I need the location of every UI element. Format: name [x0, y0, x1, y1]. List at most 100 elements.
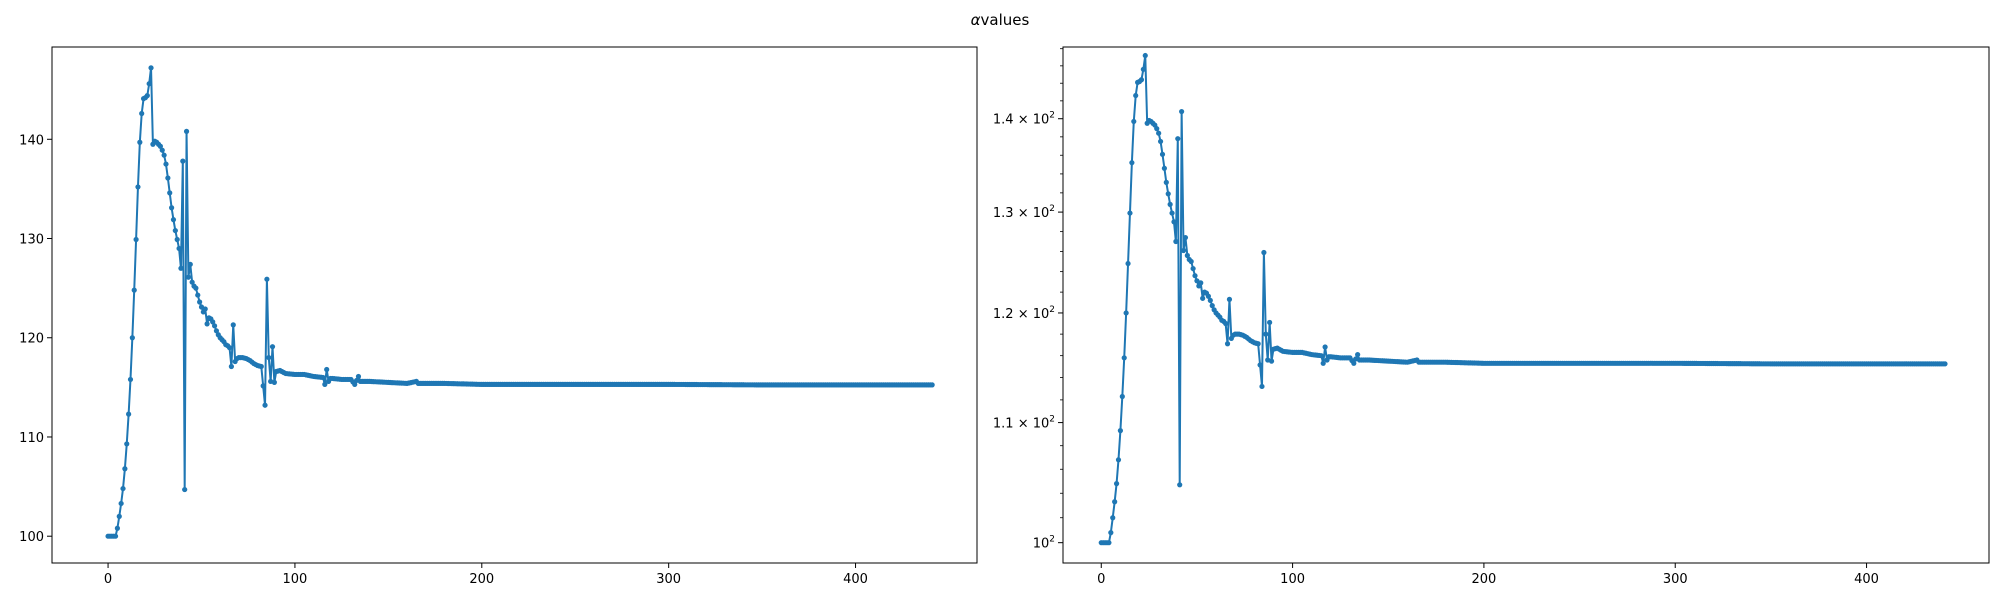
data-point — [195, 292, 201, 298]
data-point — [1129, 160, 1135, 166]
data-point — [170, 217, 177, 223]
data-point — [1133, 92, 1139, 99]
y-tick-label: 100 — [19, 530, 44, 545]
y-tick-label: 1.4 × 102 — [993, 111, 1055, 128]
data-point — [1351, 360, 1357, 366]
data-point — [165, 175, 171, 181]
data-point — [1942, 361, 1948, 367]
data-point — [258, 363, 264, 370]
data-point — [929, 382, 935, 388]
data-point — [1154, 126, 1160, 132]
x-tick-label: 200 — [1471, 572, 1496, 587]
data-point — [1165, 191, 1171, 197]
data-point — [1268, 358, 1275, 364]
data-point — [1179, 108, 1185, 115]
data-point — [161, 152, 167, 158]
data-point — [139, 110, 145, 117]
figure-title-symbol: α — [971, 11, 981, 29]
right-plot-log: 0 100 200 300 400 102 1.1 × 102 1.2 × 102 1.3 × … — [993, 46, 1990, 587]
data-point — [129, 335, 135, 341]
y-tick-label: 102 — [1033, 535, 1055, 552]
data-point — [1188, 258, 1194, 265]
data-point — [264, 276, 270, 282]
data-point — [1198, 280, 1204, 286]
data-point — [1127, 210, 1133, 216]
data-point — [1180, 247, 1187, 254]
x-tick-label: 200 — [469, 572, 494, 587]
data-point — [176, 245, 182, 252]
data-point — [1167, 201, 1173, 207]
data-point — [124, 441, 130, 447]
data-point — [1200, 295, 1206, 301]
data-point — [204, 321, 210, 327]
data-point — [355, 373, 362, 380]
data-point — [269, 344, 276, 350]
data-point — [1159, 151, 1166, 157]
series-markers — [1098, 52, 1948, 546]
data-point — [262, 402, 268, 408]
data-point — [1322, 344, 1328, 350]
data-point — [228, 363, 234, 370]
data-point — [1115, 457, 1122, 463]
series-line — [108, 66, 933, 538]
data-point — [183, 128, 190, 134]
data-point — [146, 81, 152, 87]
data-point — [1156, 130, 1162, 136]
data-point — [1140, 66, 1146, 72]
data-point — [1224, 341, 1231, 347]
y-tick-label: 120 — [19, 332, 44, 347]
data-point — [131, 287, 137, 293]
data-point — [127, 376, 134, 383]
data-point — [1125, 260, 1131, 267]
data-point — [1190, 265, 1196, 272]
data-point — [1119, 393, 1125, 400]
data-point — [1355, 351, 1361, 358]
x-tick-label: 300 — [1663, 572, 1688, 587]
data-point — [1263, 331, 1269, 337]
data-point — [189, 279, 195, 285]
data-point — [322, 381, 328, 387]
data-point — [1163, 179, 1169, 185]
data-point — [157, 143, 163, 149]
data-point — [226, 345, 233, 351]
data-point — [1171, 219, 1177, 225]
data-point — [1175, 136, 1181, 142]
data-point — [1113, 481, 1120, 487]
y-tick-label: 1.3 × 102 — [993, 204, 1055, 221]
data-point — [169, 205, 175, 211]
data-point — [144, 93, 150, 99]
data-point — [1177, 482, 1183, 488]
left-plot-linear: 0 100 200 300 400 100 110 120 130 140 — [19, 46, 978, 587]
data-point — [118, 500, 124, 507]
data-point — [1131, 118, 1137, 125]
data-point — [1142, 52, 1148, 59]
data-point — [178, 265, 184, 271]
data-point — [116, 513, 122, 519]
data-point — [320, 374, 326, 381]
data-point — [1157, 138, 1164, 145]
data-point — [1106, 540, 1112, 546]
data-point — [174, 236, 180, 243]
data-point — [1207, 297, 1213, 304]
data-point — [271, 379, 277, 385]
data-point — [1110, 515, 1116, 521]
data-point — [1223, 320, 1229, 327]
data-point — [182, 486, 188, 493]
data-point — [1259, 383, 1265, 390]
data-point — [159, 147, 165, 153]
data-point — [122, 466, 128, 472]
data-point — [260, 383, 266, 389]
data-point — [352, 381, 358, 387]
data-point — [197, 299, 203, 305]
x-tick-label: 100 — [1280, 572, 1305, 587]
y-tick-label: 1.2 × 102 — [993, 305, 1055, 322]
data-point — [1209, 303, 1215, 309]
x-tick-label: 400 — [843, 572, 868, 587]
data-point — [135, 184, 141, 190]
data-point — [1184, 252, 1190, 259]
data-point — [1261, 249, 1267, 256]
data-point — [1192, 273, 1198, 279]
x-tick-label: 100 — [283, 572, 308, 587]
axes-frame — [51, 46, 978, 564]
data-point — [1123, 310, 1129, 316]
